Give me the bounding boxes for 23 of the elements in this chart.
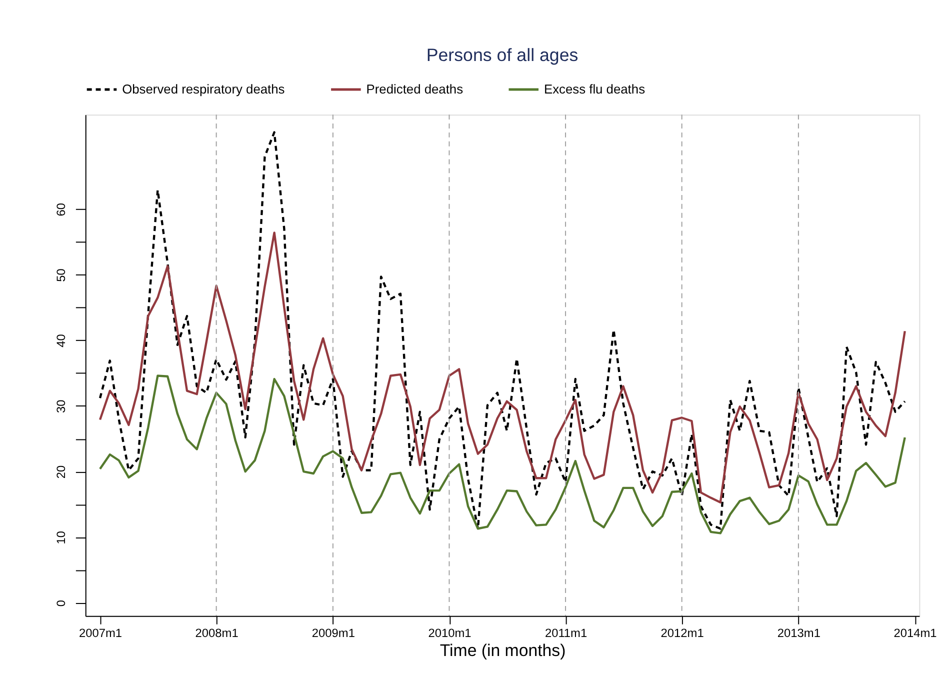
y-tick-label: 60 <box>54 202 68 216</box>
x-tick-label: 2007m1 <box>79 626 122 640</box>
x-tick-label: 2012m1 <box>660 626 704 640</box>
y-tick-label: 30 <box>54 399 68 414</box>
y-tick-label: 20 <box>54 465 68 479</box>
x-tick-label: 2009m1 <box>312 626 356 640</box>
line-series <box>98 232 906 504</box>
y-tick-label: 50 <box>54 268 68 282</box>
x-axis-title: Time (in months) <box>440 641 566 660</box>
x-tick-label: 2013m1 <box>777 626 821 640</box>
y-tick-label: 40 <box>54 334 68 348</box>
x-tick-label: 2011m1 <box>544 626 588 640</box>
legend-label: Observed respiratory deaths <box>122 82 285 96</box>
x-tick-label: 2010m1 <box>428 626 472 640</box>
y-tick-label: 0 <box>54 600 68 607</box>
x-tick-label: 2008m1 <box>195 626 239 640</box>
line-series <box>98 131 906 530</box>
x-tick-label: 2014m1 <box>894 626 938 640</box>
legend-label: Excess flu deaths <box>544 82 646 96</box>
y-tick-label: 10 <box>54 530 68 544</box>
legend-label: Predicted deaths <box>366 82 464 96</box>
line-series <box>98 374 906 534</box>
chart-title: Persons of all ages <box>426 44 578 65</box>
